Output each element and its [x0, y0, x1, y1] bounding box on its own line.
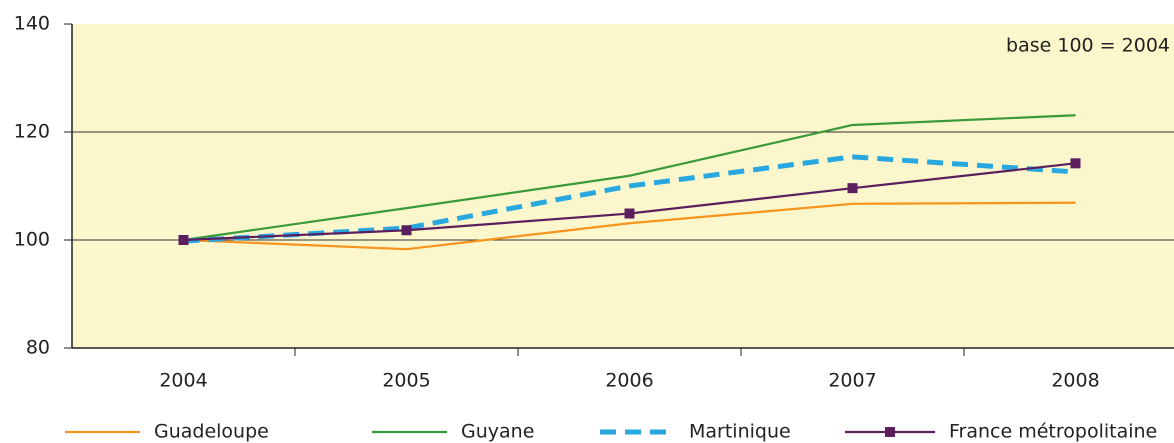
y-tick-label: 80	[26, 337, 50, 359]
point-marker	[624, 208, 635, 219]
point-marker	[847, 183, 858, 194]
y-tick-label: 100	[14, 229, 50, 251]
series-line	[183, 201, 1076, 251]
x-tick-label: 2005	[382, 370, 430, 392]
point-marker	[1070, 158, 1081, 169]
x-tick-label: 2008	[1051, 370, 1099, 392]
x-tick-label: 2004	[159, 370, 207, 392]
point-marker	[401, 225, 412, 236]
legend-label: France métropolitaine	[949, 421, 1157, 443]
annotation: base 100 = 2004	[1006, 35, 1170, 57]
series-line	[183, 154, 1076, 244]
legend-label: Martinique	[689, 421, 791, 443]
y-tick-label: 120	[14, 121, 50, 143]
y-tick-label: 140	[14, 13, 50, 35]
series-line	[183, 114, 1076, 242]
legend-label: Guadeloupe	[154, 421, 269, 443]
x-tick-label: 2007	[828, 370, 876, 392]
plot-area	[72, 24, 1174, 348]
point-marker	[178, 235, 189, 245]
legend-marker	[885, 427, 895, 437]
x-tick-label: 2006	[605, 370, 653, 392]
legend-label: Guyane	[461, 421, 534, 443]
